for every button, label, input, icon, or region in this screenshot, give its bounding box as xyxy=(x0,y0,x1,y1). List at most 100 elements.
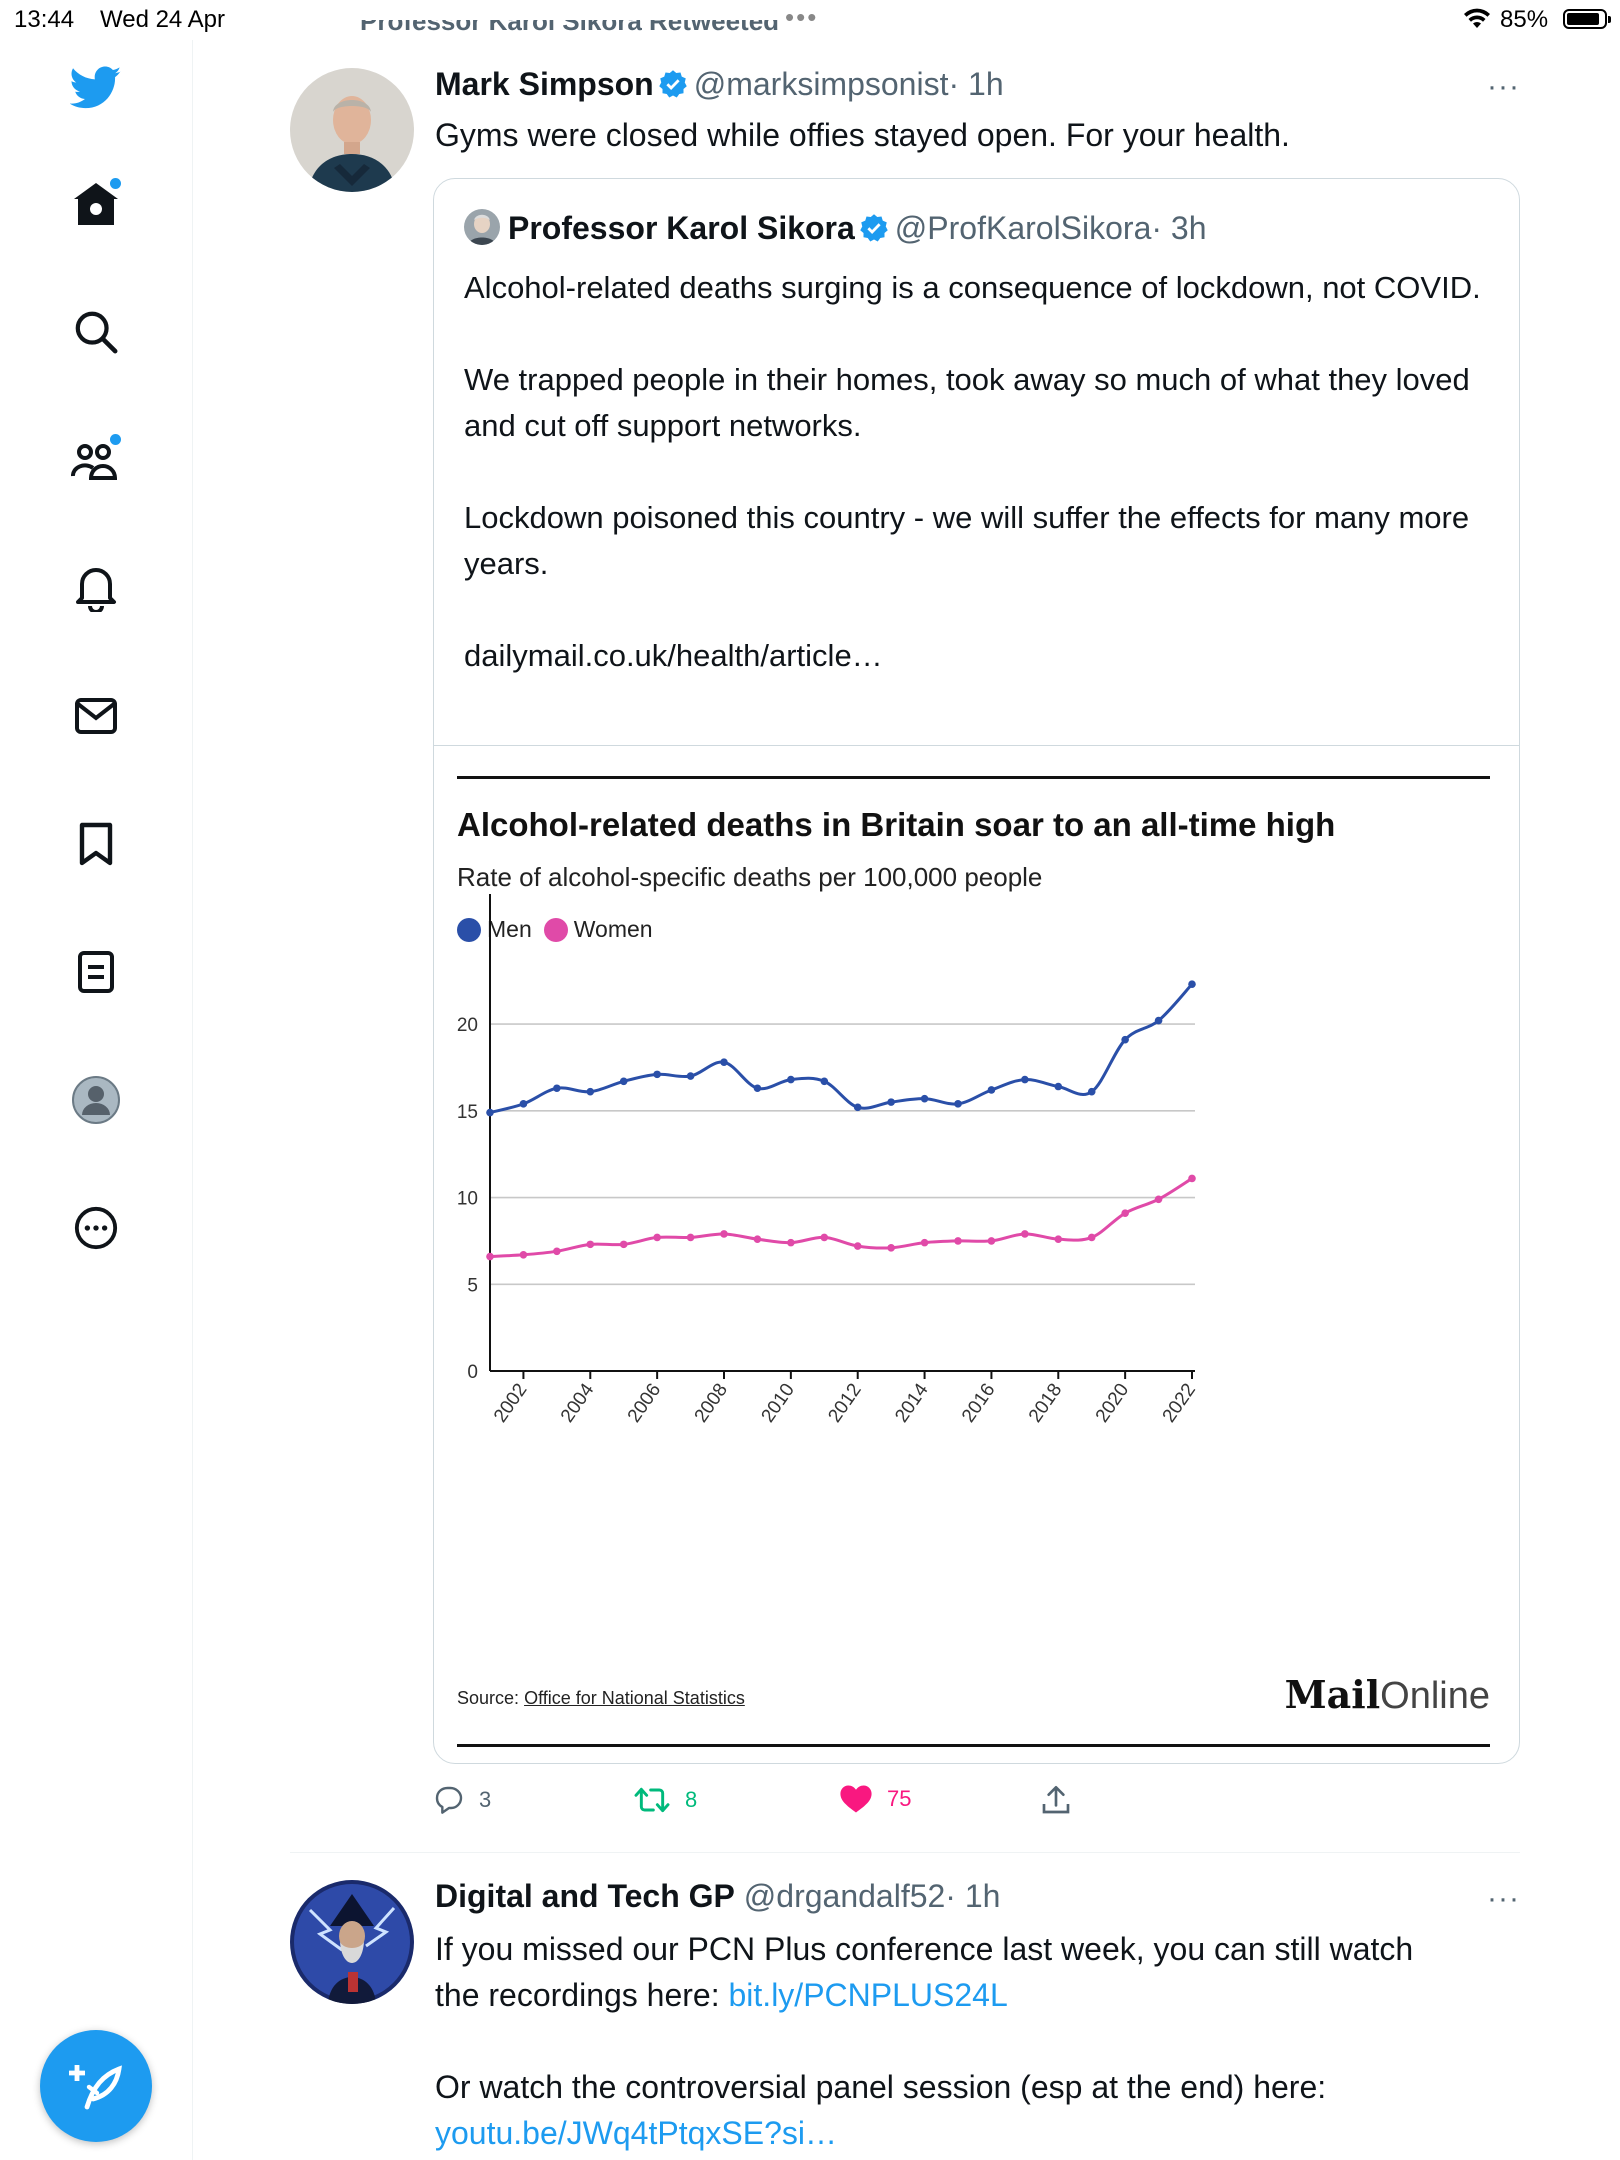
search-icon[interactable] xyxy=(70,306,122,358)
communities-icon[interactable] xyxy=(70,434,122,486)
data-point-men xyxy=(1121,1035,1129,1044)
more-options-icon[interactable] xyxy=(70,1202,122,1254)
data-point-men xyxy=(887,1098,895,1106)
retweet-button[interactable]: 8 xyxy=(633,1784,697,1816)
data-point-men xyxy=(987,1086,996,1094)
x-tick-label: 2008 xyxy=(691,1380,732,1427)
data-point-men xyxy=(753,1084,762,1093)
status-bar: 13:44 Wed 24 Apr ••• 85% xyxy=(0,0,1620,40)
quote-paragraph: Alcohol-related deaths surging is a cons… xyxy=(464,270,1481,305)
chart-bottom-rule xyxy=(457,1744,1490,1747)
chart-source: Source: Office for National Statistics xyxy=(457,1688,745,1709)
communities-notification-dot xyxy=(110,434,121,445)
tweet-divider xyxy=(290,1852,1520,1853)
data-point-women xyxy=(1188,1174,1196,1183)
data-point-men xyxy=(1087,1087,1096,1096)
data-point-women xyxy=(686,1233,695,1242)
quote-link-text: dailymail.co.uk/health/article… xyxy=(464,638,883,673)
mailonline-logo-online: Online xyxy=(1380,1675,1490,1717)
data-point-women xyxy=(1087,1233,1096,1242)
chart-source-label: Source: xyxy=(457,1688,520,1708)
tweet1-handle[interactable]: @marksimpsonist xyxy=(693,66,949,102)
avatar-digital-tech-gp[interactable] xyxy=(290,1880,414,2004)
status-date: Wed 24 Apr xyxy=(100,6,225,33)
battery-percent: 85% xyxy=(1500,6,1549,33)
data-point-men xyxy=(619,1077,628,1086)
quote-handle: @ProfKarolSikora xyxy=(894,210,1152,246)
quote-time: · 3h xyxy=(1151,210,1207,246)
quote-paragraph: Lockdown poisoned this country - we will… xyxy=(464,500,1470,581)
reply-icon xyxy=(435,1786,463,1814)
data-point-men xyxy=(586,1087,595,1096)
tweet2-link-youtube[interactable]: youtu.be/JWq4tPtqxSE?si… xyxy=(435,2115,837,2151)
avatar-mark-simpson[interactable] xyxy=(290,68,414,192)
quote-media-divider xyxy=(434,745,1519,746)
sidebar-nav xyxy=(0,40,193,2160)
tweet2-more-options-icon[interactable]: ··· xyxy=(1487,1882,1520,1915)
data-point-women xyxy=(820,1233,829,1242)
data-point-men xyxy=(720,1058,728,1067)
y-tick-label: 5 xyxy=(467,1275,478,1296)
data-point-men xyxy=(519,1100,528,1108)
share-button[interactable] xyxy=(1041,1784,1071,1816)
quote-author-name: Professor Karol Sikora xyxy=(508,210,855,246)
like-button[interactable]: 75 xyxy=(839,1784,911,1814)
tweet1-header: Mark Simpson @marksimpsonist· 1h xyxy=(435,66,1004,103)
x-tick-label: 2002 xyxy=(490,1380,531,1427)
reply-button[interactable]: 3 xyxy=(433,1784,491,1816)
data-point-women xyxy=(486,1252,494,1261)
tweet2-line2-prefix: the recordings here: xyxy=(435,1977,729,2013)
tweet2-time[interactable]: · 1h xyxy=(945,1878,1001,1914)
tweet1-time[interactable]: · 1h xyxy=(948,66,1004,102)
tweet1-more-options-icon[interactable]: ··· xyxy=(1487,70,1520,103)
home-icon[interactable] xyxy=(70,178,122,230)
data-point-women xyxy=(1121,1209,1129,1217)
data-point-women xyxy=(954,1237,962,1245)
x-tick-label: 2006 xyxy=(624,1380,665,1427)
data-point-women xyxy=(753,1235,762,1243)
x-tick-label: 2014 xyxy=(891,1379,933,1426)
quote-author-avatar xyxy=(464,209,500,245)
data-point-women xyxy=(853,1242,862,1250)
data-point-men xyxy=(1188,980,1196,988)
profile-avatar-icon[interactable] xyxy=(70,1074,122,1126)
chart-subtitle: Rate of alcohol-specific deaths per 100,… xyxy=(457,862,1043,892)
notifications-bell-icon[interactable] xyxy=(70,562,122,614)
compose-tweet-button[interactable] xyxy=(40,2030,152,2142)
tweet1-text: Gyms were closed while offies stayed ope… xyxy=(435,117,1290,153)
tweet2-link-pcnplus[interactable]: bit.ly/PCNPLUS24L xyxy=(728,1977,1008,2013)
twitter-logo-icon[interactable] xyxy=(70,62,122,114)
tweet2-author-name[interactable]: Digital and Tech GP xyxy=(435,1878,735,1914)
data-point-women xyxy=(1154,1195,1163,1204)
legend-label-women: Women xyxy=(573,916,653,942)
x-tick-label: 2020 xyxy=(1092,1380,1133,1427)
data-point-men xyxy=(1154,1016,1163,1025)
retweet-context[interactable]: Professor Karol Sikora Retweeted xyxy=(360,20,780,36)
multitask-dots-icon[interactable]: ••• xyxy=(785,2,819,32)
tweet2-text: If you missed our PCN Plus conference la… xyxy=(435,1926,1555,2156)
tweet2-handle[interactable]: @drgandalf52 xyxy=(743,1878,946,1914)
lists-icon[interactable] xyxy=(70,946,122,998)
data-point-women xyxy=(1021,1230,1029,1238)
messages-envelope-icon[interactable] xyxy=(70,690,122,742)
tweet2-line3: Or watch the controversial panel session… xyxy=(435,2069,1327,2105)
chart-image[interactable]: Alcohol-related deaths in Britain soar t… xyxy=(457,776,1490,1752)
verified-badge-icon xyxy=(658,70,687,98)
retweet-count: 8 xyxy=(685,1787,698,1812)
tweet2-line1: If you missed our PCN Plus conference la… xyxy=(435,1931,1414,1967)
battery-icon xyxy=(1563,9,1611,29)
data-point-women xyxy=(720,1230,728,1238)
reply-count: 3 xyxy=(479,1787,492,1812)
data-point-men xyxy=(853,1103,862,1112)
data-point-women xyxy=(653,1233,661,1242)
x-tick-label: 2004 xyxy=(557,1379,599,1426)
data-point-men xyxy=(920,1094,929,1103)
quote-tweet-card[interactable]: Professor Karol Sikora @ProfKarolSikora· … xyxy=(433,178,1520,1764)
legend-swatch-men xyxy=(457,917,481,942)
data-point-men xyxy=(1021,1075,1029,1084)
quote-paragraph: We trapped people in their homes, took a… xyxy=(464,362,1470,443)
tweet1-author-name[interactable]: Mark Simpson xyxy=(435,66,654,102)
legend-item-women: Women xyxy=(543,916,653,943)
y-tick-label: 15 xyxy=(457,1102,478,1123)
bookmarks-icon[interactable] xyxy=(70,818,122,870)
